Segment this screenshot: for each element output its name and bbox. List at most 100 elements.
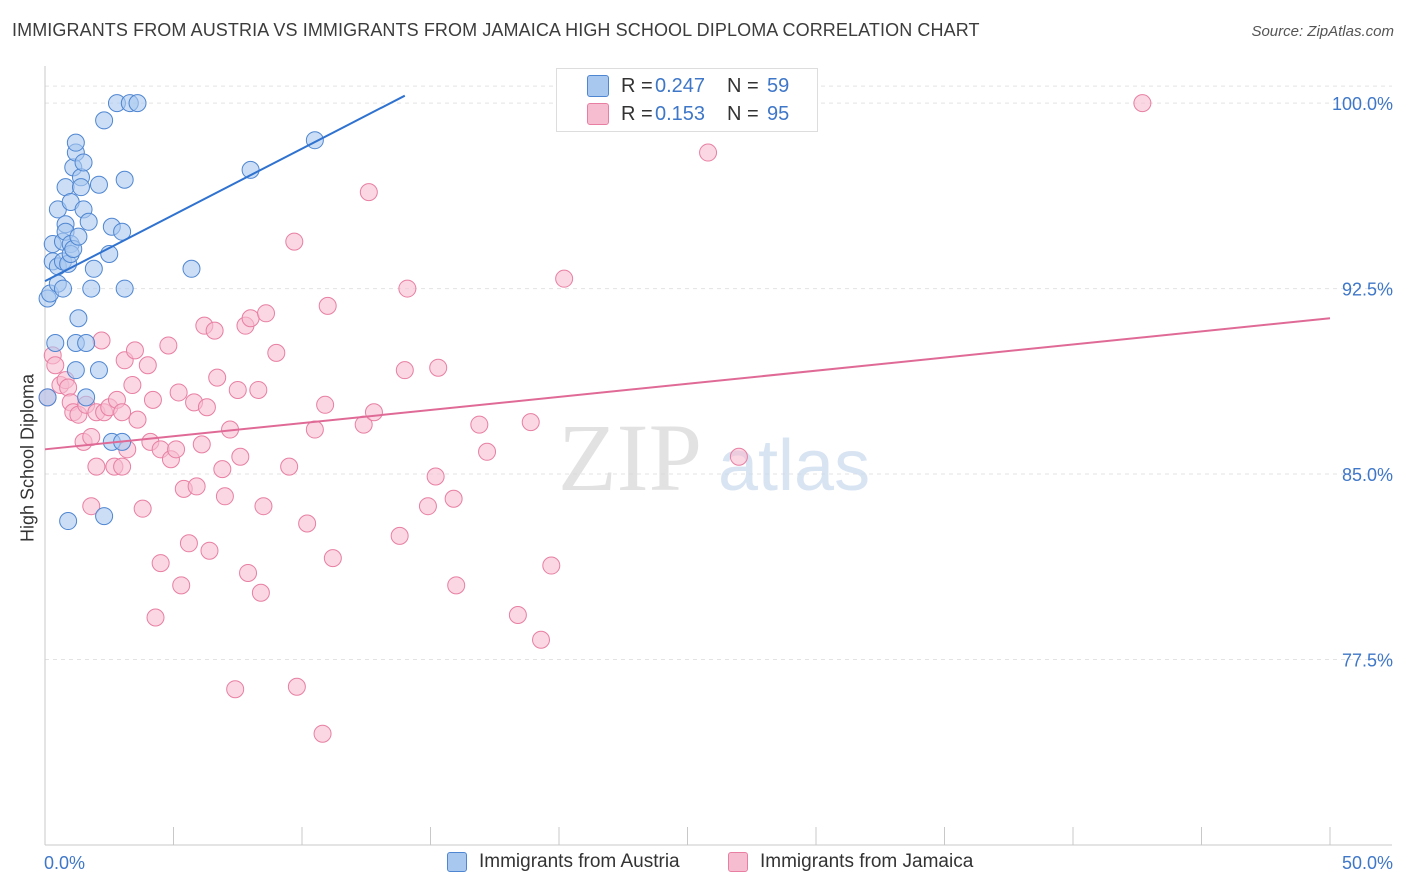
jamaica-point [143, 390, 162, 409]
austria-point [89, 175, 108, 194]
jamaica-point [398, 279, 417, 298]
austria-point [84, 259, 103, 278]
jamaica-point [228, 380, 247, 399]
jamaica-point [179, 534, 198, 553]
y-tick-label: 100.0% [1332, 94, 1393, 114]
y-tick-label: 77.5% [1342, 651, 1393, 671]
austria-point [66, 133, 85, 152]
austria-point [38, 388, 57, 407]
jamaica-point [359, 183, 378, 202]
jamaica-point [729, 447, 748, 466]
jamaica-point [298, 514, 317, 533]
axes [44, 66, 1392, 846]
stats-legend: R = 0.247 N = 59 R = 0.153 N = 95 [556, 68, 818, 132]
jamaica-point [125, 341, 144, 360]
jamaica-point [123, 376, 142, 395]
austria-point [69, 309, 88, 328]
austria-point [95, 507, 114, 526]
legend-n-label: N = [727, 103, 759, 125]
jamaica-point [285, 232, 304, 251]
jamaica-point [318, 296, 337, 315]
jamaica-point [251, 583, 270, 602]
jamaica-point [241, 309, 260, 328]
jamaica-point [208, 368, 227, 387]
jamaica-point [1133, 94, 1152, 113]
jamaica-point [87, 457, 106, 476]
legend-r-label: R = [621, 103, 653, 125]
jamaica-point [390, 526, 409, 545]
austria-point [71, 178, 90, 197]
austria-point [89, 361, 108, 380]
jamaica-point [231, 447, 250, 466]
jamaica-point [113, 457, 132, 476]
legend-item-austria[interactable]: Immigrants from Austria [447, 851, 680, 873]
watermark-zip: ZIP [558, 404, 702, 511]
jamaica-point [555, 269, 574, 288]
jamaica-point [213, 460, 232, 479]
jamaica-point [426, 467, 445, 486]
jamaica-point [313, 724, 332, 743]
legend-swatch-jamaica [728, 852, 748, 872]
jamaica-trend-line [44, 317, 1331, 451]
legend-row-jamaica: R = 0.153 N = 95 [557, 101, 817, 127]
legend-n-value: 95 [767, 103, 790, 125]
jamaica-point [159, 336, 178, 355]
jamaica-point [254, 497, 273, 516]
watermark: ZIP atlas [558, 404, 870, 511]
jamaica-point [146, 608, 165, 627]
y-tick-label: 92.5% [1342, 280, 1393, 300]
legend-n-label: N = [727, 75, 759, 97]
jamaica-point [59, 378, 78, 397]
austria-trend-line [44, 94, 406, 283]
legend-r-value: 0.247 [655, 75, 706, 97]
jamaica-point [429, 358, 448, 377]
austria-point [113, 222, 132, 241]
jamaica-point [113, 403, 132, 422]
legend-swatch-austria [587, 75, 609, 97]
legend-swatch-austria [447, 852, 467, 872]
austria-point [79, 212, 98, 231]
jamaica-point [138, 356, 157, 375]
austria-point [77, 333, 96, 352]
jamaica-point [418, 497, 437, 516]
jamaica-point [316, 395, 335, 414]
austria-point [77, 388, 96, 407]
jamaica-point [287, 677, 306, 696]
jamaica-point [699, 143, 718, 162]
jamaica-point [133, 499, 152, 518]
jamaica-point [46, 356, 65, 375]
jamaica-point [82, 497, 101, 516]
jamaica-point [92, 331, 111, 350]
watermark-atlas: atlas [718, 426, 870, 506]
austria-point [115, 170, 134, 189]
jamaica-point [215, 487, 234, 506]
legend-r-value: 0.153 [655, 103, 706, 125]
jamaica-point [532, 630, 551, 649]
legend-n-value: 59 [767, 75, 790, 97]
austria-point [95, 111, 114, 130]
austria-point [59, 512, 78, 531]
jamaica-point [187, 477, 206, 496]
jamaica-point [249, 380, 268, 399]
chart-title: IMMIGRANTS FROM AUSTRIA VS IMMIGRANTS FR… [12, 20, 980, 40]
austria-point [128, 94, 147, 113]
jamaica-point [205, 321, 224, 340]
legend-item-jamaica[interactable]: Immigrants from Jamaica [728, 851, 973, 873]
austria-point [69, 227, 88, 246]
jamaica-point [323, 549, 342, 568]
source-label: Source: ZipAtlas.com [1251, 23, 1394, 40]
austria-point [182, 259, 201, 278]
jamaica-point [197, 398, 216, 417]
trend-lines [44, 94, 1331, 451]
austria-point [53, 279, 72, 298]
austria-point [115, 279, 134, 298]
jamaica-point [364, 403, 383, 422]
jamaica-point [542, 556, 561, 575]
jamaica-point [257, 304, 276, 323]
legend-label-austria: Immigrants from Austria [479, 851, 680, 872]
jamaica-point [200, 541, 219, 560]
jamaica-point [167, 440, 186, 459]
jamaica-point [172, 576, 191, 595]
jamaica-point [470, 415, 489, 434]
jamaica-point [239, 563, 258, 582]
